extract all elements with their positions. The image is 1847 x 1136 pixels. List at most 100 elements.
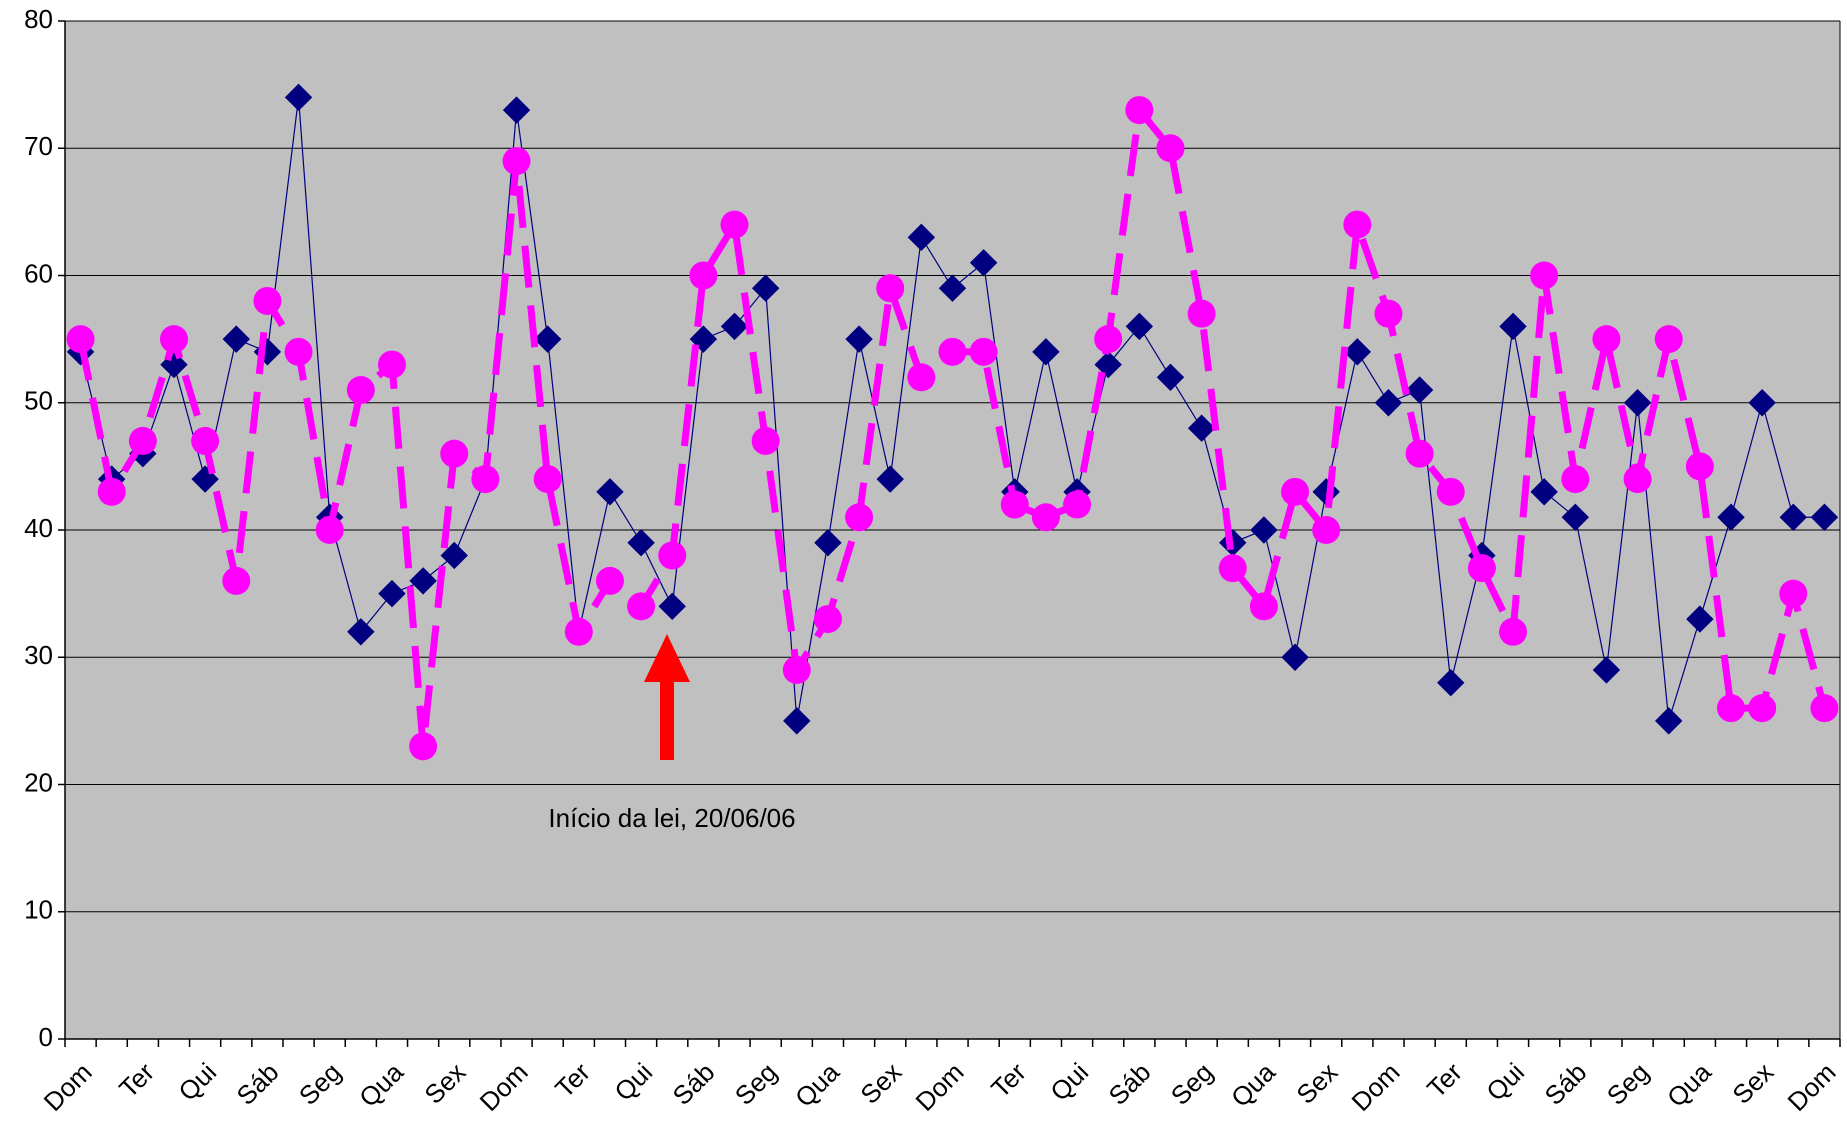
data-point (938, 337, 967, 366)
y-tick-label: 30 (24, 640, 53, 670)
data-point (502, 96, 531, 124)
data-point (409, 732, 438, 761)
data-point (191, 426, 220, 455)
data-point (284, 337, 313, 366)
data-point (845, 325, 873, 353)
x-tick-label: Dom (1346, 1057, 1406, 1117)
y-tick-label: 50 (24, 386, 53, 416)
x-tick-label: Sex (1290, 1057, 1343, 1110)
data-point (284, 83, 313, 112)
x-tick-label: Dom (474, 1057, 534, 1117)
x-tick-label: Sáb (667, 1057, 721, 1111)
x-tick-label: Dom (1781, 1057, 1841, 1117)
x-tick-label: Dom (38, 1057, 98, 1117)
data-point (222, 325, 250, 353)
data-point (1156, 363, 1185, 392)
data-point (564, 617, 593, 646)
data-point (1125, 96, 1154, 125)
data-point (1312, 516, 1341, 544)
data-point (1810, 694, 1839, 723)
data-point (845, 503, 874, 532)
data-point (222, 566, 251, 595)
data-point (627, 529, 655, 557)
data-point (502, 146, 531, 175)
data-point (346, 376, 375, 405)
y-tick-label: 70 (24, 131, 53, 161)
data-point (1187, 299, 1216, 328)
data-point (658, 541, 687, 570)
data-point (1623, 389, 1652, 417)
x-tick-label: Qui (1044, 1057, 1094, 1107)
data-point (1094, 325, 1123, 354)
data-point (1218, 554, 1247, 583)
data-point (1343, 338, 1372, 366)
data-point (1094, 350, 1122, 379)
data-point (1685, 452, 1714, 481)
data-point (1405, 376, 1434, 404)
x-tick-label: Qua (353, 1057, 409, 1113)
data-point (689, 261, 718, 290)
data-point (66, 325, 95, 354)
data-point (253, 286, 282, 315)
x-tick-label: Ter (549, 1057, 596, 1104)
data-point (1530, 478, 1558, 506)
x-tick-label: Seg (729, 1057, 783, 1111)
data-point (751, 274, 780, 302)
x-tick-label: Dom (910, 1057, 970, 1117)
data-point (1436, 477, 1465, 506)
y-tick-label: 40 (24, 513, 53, 543)
data-point (471, 465, 500, 494)
data-point (813, 605, 842, 634)
data-point (969, 337, 998, 366)
data-point (595, 566, 624, 595)
data-point (347, 618, 375, 646)
data-point (1250, 516, 1278, 544)
data-point (440, 439, 469, 468)
data-point (596, 478, 624, 506)
data-point (907, 223, 936, 252)
data-point (1530, 261, 1559, 290)
annotation: Início da lei, 20/06/06 (548, 803, 795, 833)
data-point (658, 592, 686, 621)
data-point (814, 529, 842, 557)
y-tick-label: 20 (24, 767, 53, 797)
data-point (1748, 389, 1776, 417)
data-point (1561, 503, 1590, 531)
data-point (1748, 694, 1777, 723)
data-point (1810, 503, 1839, 531)
data-point (1343, 210, 1372, 239)
data-point (1281, 643, 1309, 671)
data-point (440, 541, 468, 570)
y-tick-label: 60 (24, 258, 53, 288)
data-point (97, 477, 126, 506)
data-point (409, 567, 437, 595)
x-tick-label: Qua (789, 1057, 845, 1113)
x-tick-label: Qua (1661, 1057, 1717, 1113)
x-tick-label: Qui (608, 1057, 658, 1107)
data-point (1187, 414, 1216, 442)
data-point (1499, 312, 1527, 341)
data-point (1717, 503, 1745, 531)
data-point (1623, 465, 1652, 494)
data-point (1717, 694, 1746, 723)
data-point (782, 655, 811, 684)
y-tick-label: 10 (24, 895, 53, 925)
y-tick-label: 80 (24, 4, 53, 34)
lines (66, 83, 1839, 761)
data-point (720, 312, 749, 341)
data-point (315, 516, 344, 544)
x-tick-label: Seg (293, 1057, 347, 1111)
x-tick-label: Qui (172, 1057, 222, 1107)
data-point (907, 363, 936, 392)
data-point (783, 707, 811, 735)
x-tick-label: Sex (418, 1057, 471, 1110)
data-point (1374, 389, 1403, 417)
data-point (1125, 312, 1154, 341)
data-point (1156, 134, 1185, 163)
x-tick-label: Ter (985, 1057, 1032, 1104)
data-point (1063, 490, 1092, 519)
data-point (938, 274, 967, 302)
x-tick-label: Seg (1165, 1057, 1219, 1111)
data-point (1654, 325, 1683, 354)
